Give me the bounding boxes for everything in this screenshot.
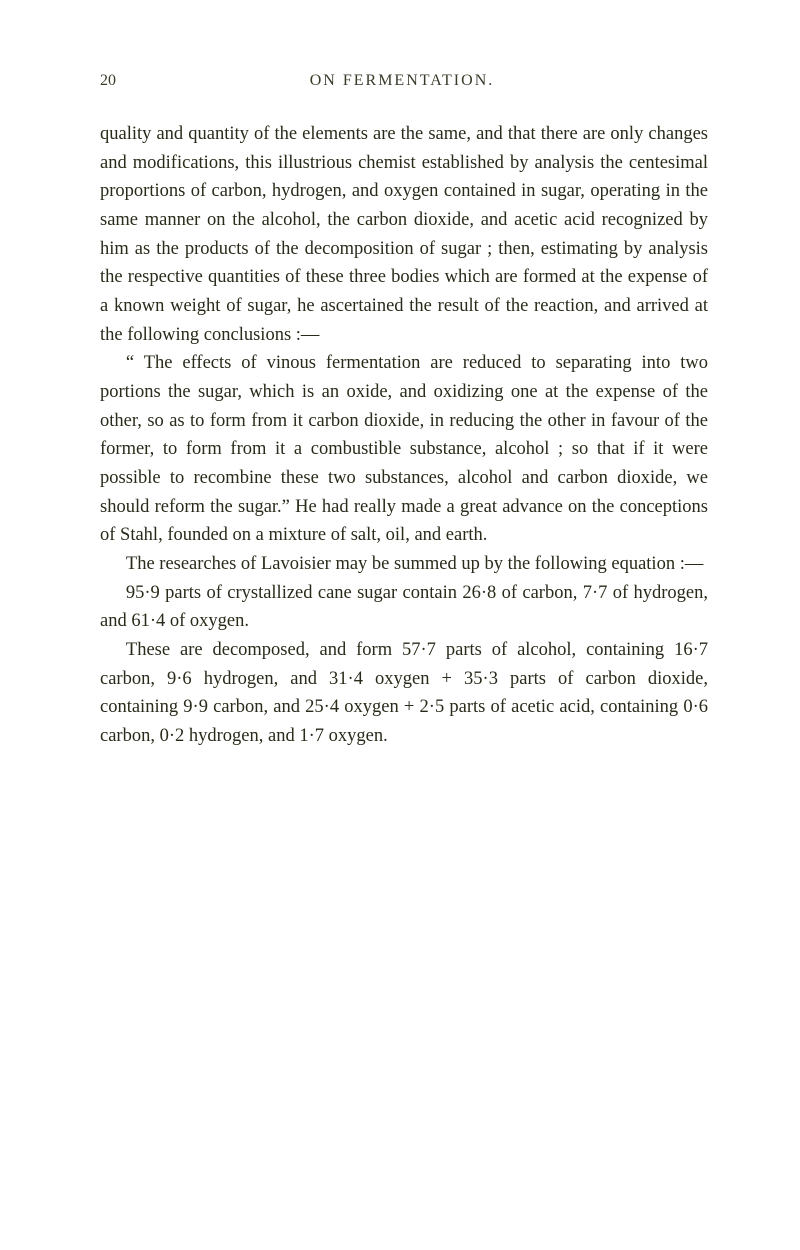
paragraph-4: 95·9 parts of crystallized cane sugar co… [100,579,708,636]
paragraph-1: quality and quantity of the elements are… [100,120,708,349]
body-text: quality and quantity of the elements are… [100,120,708,751]
paragraph-3: The researches of Lavoisier may be summe… [100,550,708,579]
page-title: ON FERMENTATION. [310,72,495,90]
paragraph-5: These are decomposed, and form 57·7 part… [100,636,708,751]
page-number: 20 [100,72,116,90]
page-header: 20 ON FERMENTATION. [100,72,708,90]
paragraph-2: “ The effects of vinous fermentation are… [100,349,708,550]
header-spacer [688,72,708,90]
